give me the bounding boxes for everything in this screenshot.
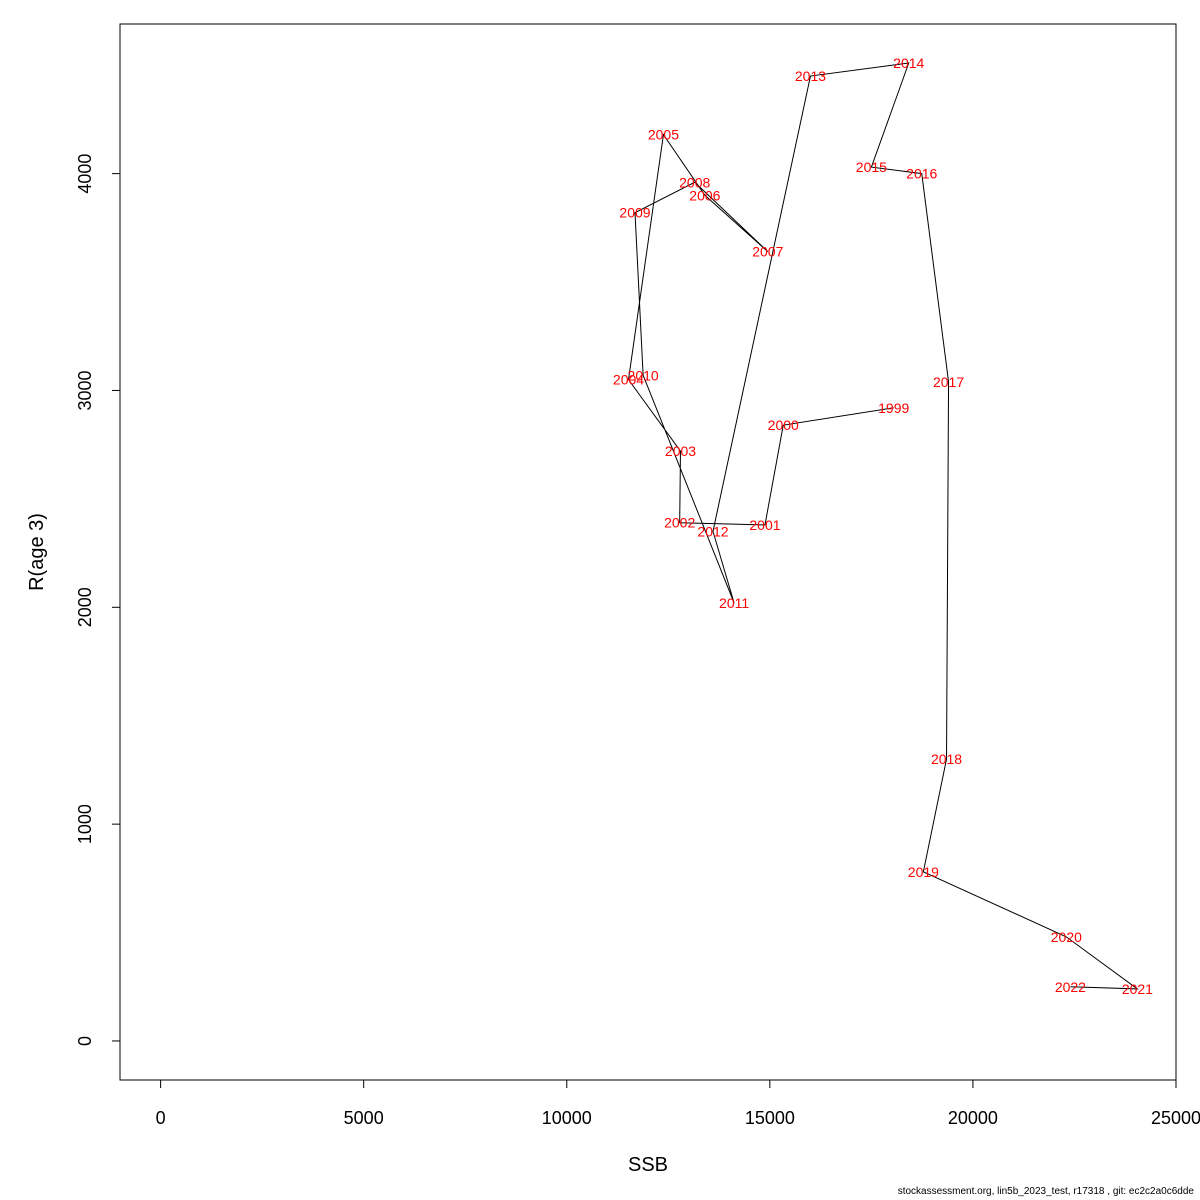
- y-tick-label: 2000: [75, 587, 95, 627]
- sr-trajectory-line: [627, 62, 1140, 990]
- y-tick-label: 0: [75, 1036, 95, 1046]
- point-label-2012: 2012: [697, 523, 728, 539]
- point-labels: 1999 2000 2001 2002 2003 2004 2005 2006 2007 2008…: [613, 55, 1153, 997]
- point-label-2005: 2005: [648, 127, 679, 143]
- point-label-2016: 2016: [906, 166, 937, 182]
- point-label-2006: 2006: [689, 187, 720, 203]
- point-label-2001: 2001: [749, 517, 780, 533]
- y-tick-label: 3000: [75, 370, 95, 410]
- x-axis-title: SSB: [628, 1154, 668, 1176]
- point-label-2020: 2020: [1051, 929, 1082, 945]
- point-label-2013: 2013: [795, 68, 826, 84]
- point-label-2003: 2003: [665, 443, 696, 459]
- x-axis: 0 5000 10000 15000 20000 25000: [156, 1079, 1200, 1128]
- point-label-2004: 2004: [613, 372, 644, 388]
- point-label-2002: 2002: [664, 515, 695, 531]
- x-tick-label: 10000: [542, 1108, 592, 1128]
- x-tick-label: 5000: [344, 1108, 384, 1128]
- point-label-2009: 2009: [619, 205, 650, 221]
- x-tick-label: 25000: [1151, 1108, 1200, 1128]
- y-axis-title: R(age 3): [26, 513, 48, 591]
- footer-credit: stockassessment.org, lin5b_2023_test, r1…: [897, 1186, 1194, 1197]
- series-line: [627, 62, 1140, 990]
- point-label-2022: 2022: [1055, 979, 1086, 995]
- plot-area-frame: [119, 23, 1177, 1081]
- x-tick-label: 15000: [745, 1108, 795, 1128]
- y-axis: 0 1000 2000 3000 4000: [75, 154, 121, 1046]
- point-label-2011: 2011: [719, 595, 749, 611]
- point-label-2010: 2010: [628, 367, 659, 383]
- point-label-2007: 2007: [752, 244, 783, 260]
- point-label-1999: 1999: [878, 400, 909, 416]
- point-label-2021: 2021: [1122, 981, 1153, 997]
- point-label-2008: 2008: [679, 174, 710, 190]
- point-label-2000: 2000: [768, 417, 799, 433]
- point-label-2017: 2017: [933, 374, 964, 390]
- y-tick-label: 4000: [75, 154, 95, 194]
- point-label-2015: 2015: [856, 159, 887, 175]
- x-tick-label: 0: [156, 1108, 166, 1128]
- y-tick-label: 1000: [75, 804, 95, 844]
- x-tick-label: 20000: [948, 1108, 998, 1128]
- point-label-2014: 2014: [893, 55, 924, 71]
- point-label-2019: 2019: [908, 864, 939, 880]
- point-label-2018: 2018: [931, 751, 962, 767]
